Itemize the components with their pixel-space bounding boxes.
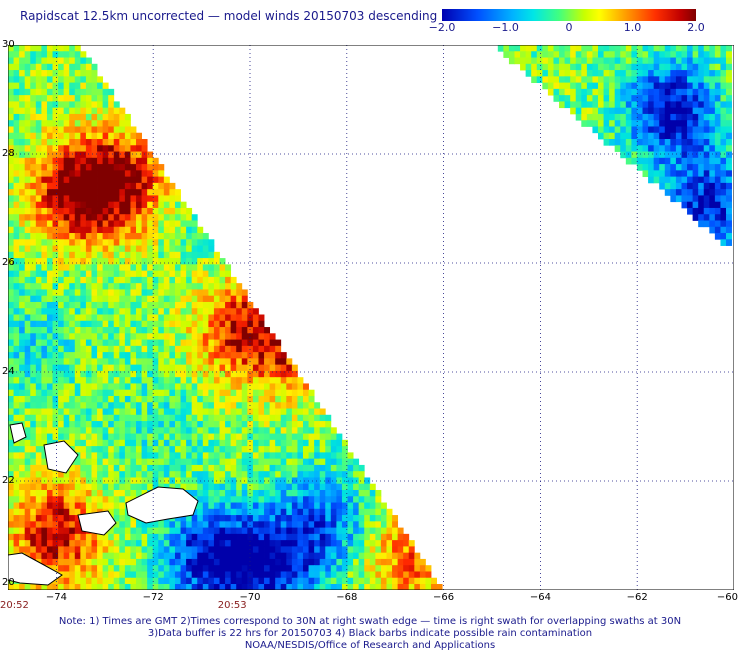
latitude-label: 26 — [2, 257, 15, 268]
longitude-label: −66 — [433, 592, 455, 603]
puerto-rico-coast — [77, 510, 117, 536]
colorbar-label: 0 — [565, 21, 573, 34]
latitude-label: 24 — [2, 366, 15, 377]
note-line-2: 3)Data buffer is 22 hrs for 20150703 4) … — [147, 628, 593, 639]
turks-caicos-coast — [43, 440, 79, 474]
cuba-coast — [8, 552, 63, 586]
longitude-label: −62 — [626, 592, 648, 603]
colorbar-label: 2.0 — [687, 21, 705, 34]
bahamas-coast — [9, 422, 27, 444]
land-outlines — [8, 422, 199, 586]
longitude-label: −60 — [716, 592, 738, 603]
swath-time-label: 20:52 — [0, 600, 29, 611]
colorbar-label: 1.0 — [623, 21, 642, 34]
hispaniola-coast — [125, 486, 199, 524]
colorbar-label: −2.0 — [428, 21, 456, 34]
latitude-label: 30 — [2, 39, 15, 50]
lat-lon-grid — [8, 45, 734, 590]
longitude-label: −72 — [142, 592, 164, 603]
longitude-label: −68 — [336, 592, 358, 603]
latitude-label: 22 — [2, 475, 15, 486]
swath-time-label: 20:53 — [217, 600, 247, 611]
wind-cells — [8, 45, 732, 590]
latitude-label: 20 — [2, 577, 15, 588]
map-title: Rapidscat 12.5km uncorrected — model win… — [20, 9, 438, 23]
longitude-label: −64 — [529, 592, 551, 603]
colorbar-label: −1.0 — [492, 21, 519, 34]
note-line-3: NOAA/NESDIS/Office of Research and Appli… — [244, 640, 496, 651]
wind-difference-map — [8, 45, 734, 590]
note-line-1: Note: 1) Times are GMT 2)Times correspon… — [58, 616, 682, 627]
longitude-label: −74 — [45, 592, 67, 603]
colorbar — [442, 9, 696, 21]
longitude-label: −70 — [239, 592, 261, 603]
latitude-label: 28 — [2, 148, 15, 159]
